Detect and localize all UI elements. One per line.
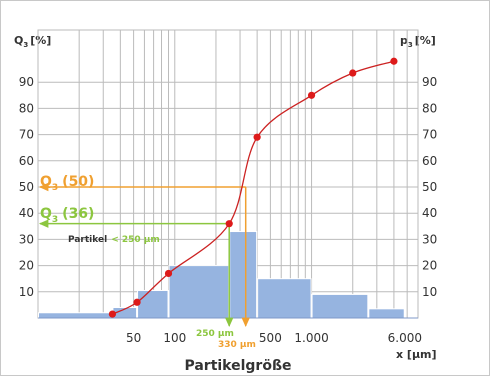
right-tick-40: 40 xyxy=(422,206,437,220)
x-axis-title: Partikelgröße xyxy=(184,358,291,374)
histogram-bars xyxy=(38,231,418,319)
x-tick-100: 100 xyxy=(163,331,186,345)
q36-label: Q3 (36) xyxy=(40,206,94,225)
bar-0 xyxy=(38,312,113,319)
left-axis-title: Q3 [%] xyxy=(14,34,51,49)
left-tick-10: 10 xyxy=(19,285,34,299)
curve-line xyxy=(112,60,395,315)
cumulative-curve xyxy=(108,57,398,318)
bar-7 xyxy=(368,308,405,319)
x-tick-1000: 1.000 xyxy=(294,331,328,345)
curve-point-7 xyxy=(390,57,398,65)
left-tick-30: 30 xyxy=(19,232,34,246)
left-tick-90: 90 xyxy=(19,75,34,89)
bar-5 xyxy=(257,278,312,319)
curve-point-1 xyxy=(133,298,141,306)
right-tick-20: 20 xyxy=(422,259,437,273)
curve-point-0 xyxy=(108,310,117,318)
left-tick-80: 80 xyxy=(19,101,34,115)
right-tick-80: 80 xyxy=(422,101,437,115)
bar-3 xyxy=(168,265,230,319)
curve-point-5 xyxy=(307,91,316,99)
right-tick-70: 70 xyxy=(422,128,437,142)
tick-labels: 10 10 20 20 30 30 40 40 50 50 60 60 70 70 80 80 90 90 50 10… xyxy=(19,75,438,345)
bar-4 xyxy=(229,231,258,319)
x-axis-unit: x [µm] xyxy=(396,348,437,361)
partikel-annotation: Partikel < 250 µm xyxy=(68,235,160,245)
left-tick-20: 20 xyxy=(19,259,34,273)
left-tick-50: 50 xyxy=(19,180,34,194)
right-tick-60: 60 xyxy=(422,154,437,168)
curve-point-3 xyxy=(225,220,233,228)
x-tick-6000: 6.000 xyxy=(388,331,422,345)
curve-point-2 xyxy=(164,269,173,278)
right-tick-30: 30 xyxy=(422,232,437,246)
right-tick-10: 10 xyxy=(422,285,437,299)
marker-330: 330 µm xyxy=(218,340,256,350)
right-axis-title: p3 [%] xyxy=(400,34,436,49)
right-tick-90: 90 xyxy=(422,75,437,89)
left-tick-70: 70 xyxy=(19,128,34,142)
curve-point-4 xyxy=(253,133,261,141)
x-tick-50: 50 xyxy=(126,331,141,345)
guide-lines xyxy=(38,182,250,328)
curve-point-6 xyxy=(349,69,357,77)
bar-2 xyxy=(137,289,169,319)
marker-250: 250 µm xyxy=(196,329,234,339)
x-tick-500: 500 xyxy=(259,331,282,345)
bar-6 xyxy=(311,293,369,319)
left-tick-60: 60 xyxy=(19,154,34,168)
right-tick-50: 50 xyxy=(422,180,437,194)
left-tick-40: 40 xyxy=(19,206,34,220)
q50-label: Q3 (50) xyxy=(40,174,94,193)
